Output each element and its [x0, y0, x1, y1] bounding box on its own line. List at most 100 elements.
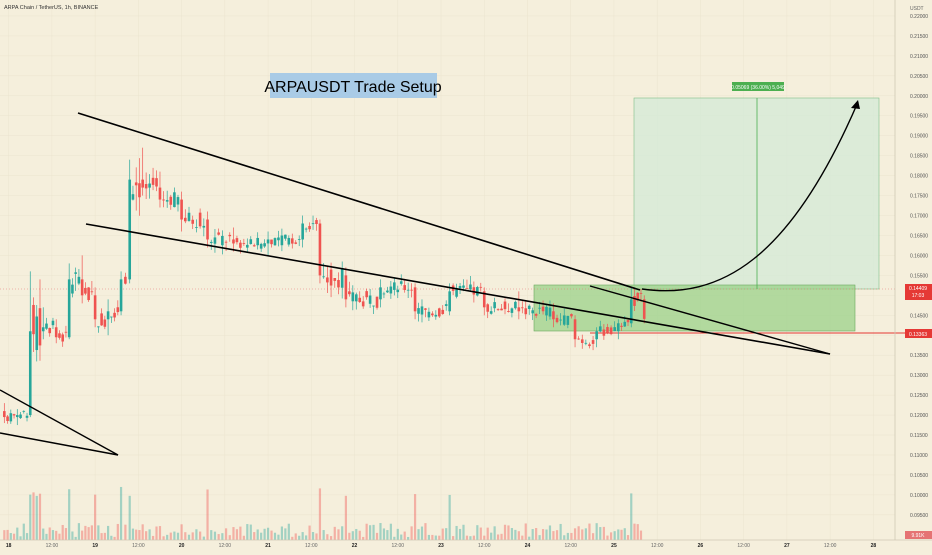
- candle-body[interactable]: [465, 288, 469, 289]
- candle-body[interactable]: [173, 192, 176, 208]
- candle-body[interactable]: [393, 282, 396, 290]
- candle-body[interactable]: [493, 302, 496, 309]
- candle-body[interactable]: [538, 307, 541, 309]
- candle-body[interactable]: [263, 243, 266, 247]
- candle-body[interactable]: [476, 287, 479, 296]
- candle-body[interactable]: [134, 182, 138, 186]
- candle-body[interactable]: [365, 291, 368, 298]
- candle-body[interactable]: [28, 331, 32, 416]
- candle-body[interactable]: [67, 279, 71, 338]
- candle-body[interactable]: [413, 287, 417, 312]
- candle-body[interactable]: [213, 237, 217, 244]
- candle-body[interactable]: [437, 308, 441, 317]
- candle-body[interactable]: [410, 289, 413, 291]
- candle-body[interactable]: [221, 235, 224, 246]
- candle-body[interactable]: [297, 239, 301, 240]
- candle-body[interactable]: [242, 243, 246, 244]
- candle-body[interactable]: [609, 327, 613, 335]
- candle-body[interactable]: [337, 279, 340, 288]
- candle-body[interactable]: [389, 286, 393, 294]
- candle-body[interactable]: [51, 320, 55, 326]
- candle-body[interactable]: [259, 243, 263, 249]
- candle-body[interactable]: [620, 325, 623, 327]
- candle-body[interactable]: [128, 179, 132, 280]
- candle-body[interactable]: [113, 312, 116, 318]
- candle-body[interactable]: [141, 179, 144, 188]
- candle-body[interactable]: [124, 276, 127, 284]
- candle-body[interactable]: [602, 329, 606, 336]
- candle-body[interactable]: [448, 291, 451, 312]
- candle-body[interactable]: [41, 327, 45, 332]
- candle-body[interactable]: [280, 235, 284, 246]
- candle-body[interactable]: [315, 220, 318, 225]
- candle-body[interactable]: [87, 287, 90, 301]
- candle-body[interactable]: [424, 308, 427, 310]
- candle-body[interactable]: [93, 295, 97, 320]
- candle-body[interactable]: [217, 232, 220, 235]
- candle-body[interactable]: [97, 326, 100, 328]
- candle-body[interactable]: [326, 277, 329, 283]
- candle-body[interactable]: [116, 307, 120, 313]
- price-axis[interactable]: 0.22000 0.21500 0.21000 0.20500 0.20000 0.195…: [910, 14, 928, 519]
- candle-body[interactable]: [273, 238, 277, 246]
- candle-body[interactable]: [573, 319, 577, 340]
- candle-body[interactable]: [455, 289, 458, 297]
- wedge-apex-line[interactable]: [589, 285, 831, 355]
- candle-body[interactable]: [372, 305, 375, 307]
- candle-body[interactable]: [616, 323, 620, 332]
- candle-body[interactable]: [623, 321, 627, 327]
- candle-body[interactable]: [479, 286, 483, 288]
- candle-body[interactable]: [138, 183, 141, 198]
- candle-body[interactable]: [106, 311, 110, 320]
- candle-body[interactable]: [520, 307, 524, 309]
- candle-body[interactable]: [354, 294, 358, 302]
- entry-zone[interactable]: [533, 284, 856, 332]
- candle-body[interactable]: [71, 284, 74, 294]
- candle-body[interactable]: [580, 339, 584, 343]
- candle-body[interactable]: [165, 200, 169, 202]
- candle-body[interactable]: [308, 225, 311, 230]
- candle-body[interactable]: [517, 307, 521, 312]
- candle-body[interactable]: [206, 219, 209, 240]
- candle-body[interactable]: [48, 327, 52, 334]
- candle-body[interactable]: [318, 223, 322, 276]
- candle-body[interactable]: [184, 217, 187, 222]
- candle-body[interactable]: [562, 315, 566, 325]
- candle-body[interactable]: [301, 223, 304, 240]
- candle-body[interactable]: [633, 296, 636, 306]
- candle-body[interactable]: [642, 299, 646, 319]
- candle-body[interactable]: [458, 286, 462, 289]
- candle-body[interactable]: [591, 340, 595, 344]
- candle-body[interactable]: [577, 338, 580, 340]
- candle-body[interactable]: [566, 315, 570, 325]
- candle-body[interactable]: [84, 287, 87, 294]
- candle-body[interactable]: [119, 279, 123, 312]
- upper-wedge-line[interactable]: [77, 112, 641, 291]
- candle-body[interactable]: [462, 285, 465, 288]
- candle-body[interactable]: [239, 242, 242, 248]
- candle-body[interactable]: [545, 306, 548, 316]
- candle-body[interactable]: [290, 238, 294, 244]
- candle-body[interactable]: [74, 272, 77, 274]
- candle-body[interactable]: [636, 292, 640, 301]
- candle-body[interactable]: [202, 225, 206, 228]
- candle-body[interactable]: [406, 289, 410, 291]
- candle-body[interactable]: [333, 278, 337, 281]
- candle-body[interactable]: [209, 241, 213, 243]
- candle-body[interactable]: [340, 268, 344, 288]
- candle-body[interactable]: [100, 313, 103, 326]
- candle-body[interactable]: [626, 319, 630, 323]
- candle-body[interactable]: [22, 410, 26, 412]
- candle-body[interactable]: [399, 281, 403, 284]
- candle-body[interactable]: [427, 311, 431, 318]
- candle-body[interactable]: [304, 228, 308, 230]
- candle-body[interactable]: [64, 331, 68, 333]
- lower-wedge-line[interactable]: [85, 223, 831, 355]
- candle-body[interactable]: [606, 327, 609, 333]
- candle-body[interactable]: [382, 293, 386, 295]
- candle-body[interactable]: [252, 245, 256, 247]
- candle-body[interactable]: [351, 292, 355, 302]
- candle-body[interactable]: [232, 239, 235, 244]
- candle-body[interactable]: [19, 414, 22, 419]
- candle-body[interactable]: [131, 194, 135, 200]
